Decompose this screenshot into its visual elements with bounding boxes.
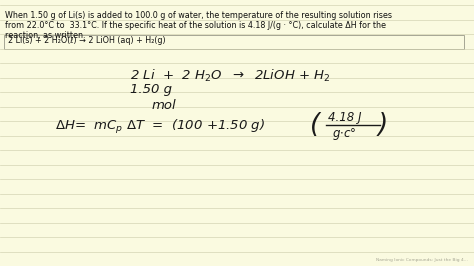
Bar xyxy=(4,35,464,49)
Text: ): ) xyxy=(378,112,388,138)
Text: mol: mol xyxy=(152,99,177,112)
Text: Naming Ionic Compounds: Just the Big 4...: Naming Ionic Compounds: Just the Big 4..… xyxy=(376,258,468,262)
Text: 2 Li  +  2 H$_2$O  $\rightarrow$  2LiOH + H$_2$: 2 Li + 2 H$_2$O $\rightarrow$ 2LiOH + H$… xyxy=(130,68,330,84)
Text: g$\cdot$c°: g$\cdot$c° xyxy=(332,126,356,142)
Text: 1.50 g: 1.50 g xyxy=(130,83,172,96)
Text: reaction, as written.: reaction, as written. xyxy=(5,31,85,40)
Text: from 22.0°C to  33.1°C. If the specific heat of the solution is 4.18 J/(g · °C),: from 22.0°C to 33.1°C. If the specific h… xyxy=(5,21,386,30)
Text: 4.18 J: 4.18 J xyxy=(328,110,362,123)
Text: 2 Li(s) + 2 H₂O(ℓ) → 2 LiOH (aq) + H₂(g): 2 Li(s) + 2 H₂O(ℓ) → 2 LiOH (aq) + H₂(g) xyxy=(8,36,165,45)
Text: When 1.50 g of Li(s) is added to 100.0 g of water, the temperature of the result: When 1.50 g of Li(s) is added to 100.0 g… xyxy=(5,11,392,20)
Text: (: ( xyxy=(310,112,320,138)
Text: $\Delta$H=  mC$_p$ $\Delta$T  =  (100 +1.50 g): $\Delta$H= mC$_p$ $\Delta$T = (100 +1.50… xyxy=(55,118,265,136)
